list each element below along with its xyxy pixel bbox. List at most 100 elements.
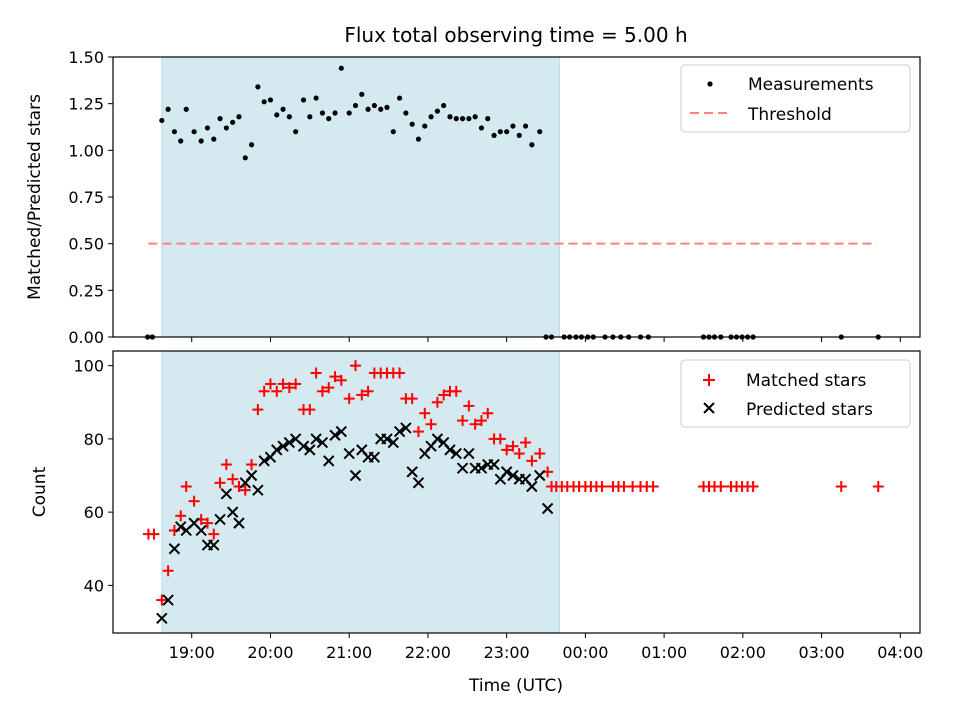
bottom-y-axis-label: Count <box>30 466 50 517</box>
matched-star-marker <box>277 378 289 390</box>
top-legend: Measurements Threshold <box>680 64 911 133</box>
predicted-star-marker <box>526 480 538 493</box>
matched-star-marker <box>406 393 418 405</box>
predicted-star-marker <box>450 447 462 460</box>
bottom-y-tick-label: 40 <box>84 576 104 595</box>
top-y-axis-label: Matched/Predicted stars <box>25 94 45 300</box>
top-y-tick-label: 0.50 <box>68 235 104 254</box>
matched-star-marker <box>201 517 213 529</box>
x-tick-label: 22:00 <box>405 643 451 662</box>
predicted-star-marker <box>226 506 239 518</box>
measurement-point <box>434 108 440 114</box>
matched-star-marker <box>188 495 200 507</box>
predicted-star-marker <box>220 488 233 500</box>
predicted-star-marker <box>208 539 220 551</box>
matched-star-marker <box>208 528 220 540</box>
predicted-star-marker <box>400 422 412 434</box>
matched-star-marker <box>246 459 258 471</box>
matched-star-marker <box>227 473 239 485</box>
predicted-star-marker <box>175 521 187 533</box>
x-tick-label: 04:00 <box>877 643 923 662</box>
measurement-point <box>242 155 248 161</box>
legend-predicted-marker <box>703 402 715 414</box>
top-y-tick-label: 0.25 <box>68 281 104 300</box>
measurement-point <box>346 110 352 116</box>
measurement-point <box>529 142 535 148</box>
measurement-point <box>159 117 165 124</box>
measurement-point <box>171 129 178 135</box>
measurement-point <box>478 125 485 131</box>
measurement-point <box>522 123 529 129</box>
matched-star-marker <box>469 418 481 430</box>
bottom-y-tick-label: 80 <box>84 430 104 449</box>
matched-star-marker <box>283 382 295 394</box>
matched-star-marker <box>647 481 659 493</box>
matched-star-marker <box>475 415 487 427</box>
predicted-star-marker <box>271 444 283 456</box>
measurement-point <box>274 112 280 118</box>
measurement-point <box>428 114 434 120</box>
predicted-star-marker <box>475 462 488 474</box>
measurement-point <box>422 123 428 129</box>
measurement-point <box>338 65 344 71</box>
matched-star-marker <box>412 426 424 438</box>
predicted-star-marker <box>406 466 418 478</box>
matched-star-marker <box>349 360 361 372</box>
matched-star-marker <box>419 407 431 419</box>
measurement-point <box>280 106 286 112</box>
legend-matched-marker <box>703 374 715 386</box>
matched-star-marker <box>310 367 322 379</box>
predicted-star-marker <box>349 469 362 482</box>
predicted-star-marker <box>162 594 174 606</box>
measurement-point <box>396 95 403 101</box>
predicted-star-marker <box>381 433 393 445</box>
x-tick-label: 20:00 <box>247 643 293 662</box>
predicted-star-marker <box>335 425 348 438</box>
measurement-point <box>390 129 396 135</box>
measurement-point <box>384 104 390 110</box>
top-y-tick-label: 0.00 <box>68 328 104 347</box>
bottom-legend-box <box>680 359 911 428</box>
measurement-point <box>236 114 242 120</box>
measurement-point <box>352 102 359 109</box>
measurement-point <box>359 91 365 97</box>
top-y-ticks: 0.00 0.25 0.50 0.75 1.00 1.25 1.50 <box>68 48 113 347</box>
predicted-star-marker <box>488 458 500 471</box>
measurement-point <box>183 106 189 112</box>
matched-star-marker <box>463 400 475 412</box>
measurement-point <box>459 116 466 122</box>
measurement-point <box>497 129 503 135</box>
measurement-point <box>217 116 223 122</box>
predicted-star-marker <box>156 612 168 625</box>
predicted-star-marker <box>233 517 245 529</box>
x-tick-label: 01:00 <box>641 643 687 662</box>
matched-star-marker <box>304 404 316 416</box>
measurement-point <box>504 129 510 135</box>
matched-star-marker <box>264 378 276 390</box>
bottom-axes-frame <box>112 350 921 634</box>
measurement-point <box>403 110 409 116</box>
measurement-point <box>510 123 516 129</box>
measurement-point <box>332 110 338 116</box>
measurement-point <box>485 116 491 122</box>
predicted-star-marker <box>534 469 546 482</box>
predicted-star-marker <box>456 462 469 474</box>
matched-star-marker <box>252 404 264 416</box>
top-y-tick-label: 1.00 <box>68 141 104 160</box>
predicted-star-marker <box>431 433 444 445</box>
predicted-star-marker <box>304 444 316 456</box>
top-y-tick-label: 1.50 <box>68 48 104 67</box>
measurement-point <box>537 129 543 135</box>
predicted-star-marker <box>214 513 226 526</box>
predicted-star-marker <box>310 433 322 445</box>
matched-star-marker <box>148 528 160 540</box>
matched-star-marker <box>835 481 847 493</box>
measurement-point <box>191 129 197 135</box>
measurement-point <box>378 106 384 112</box>
matched-star-marker <box>715 481 727 493</box>
measurement-point <box>307 114 313 120</box>
predicted-star-marker <box>343 447 355 460</box>
matched-star-marker <box>343 393 355 405</box>
matched-star-marker <box>258 385 270 397</box>
measurement-point <box>223 125 229 131</box>
